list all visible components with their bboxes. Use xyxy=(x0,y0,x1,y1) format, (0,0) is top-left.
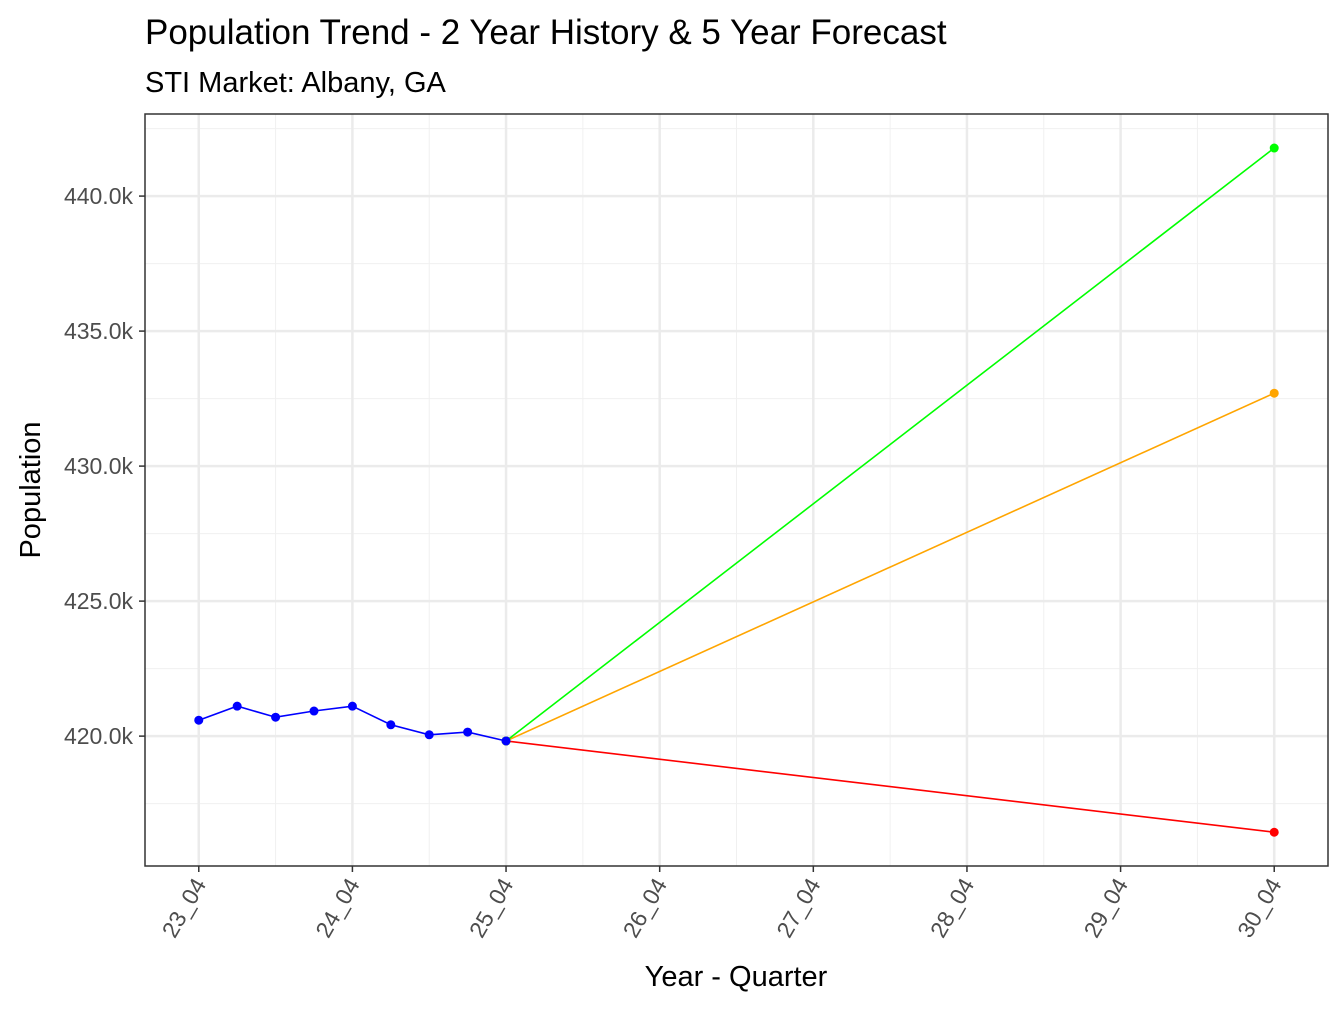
data-point-history xyxy=(347,701,357,711)
chart-subtitle: STI Market: Albany, GA xyxy=(145,67,447,99)
data-point-history xyxy=(463,727,473,737)
data-point-forecast-mid xyxy=(1269,388,1279,398)
chart-title: Population Trend - 2 Year History & 5 Ye… xyxy=(145,13,947,52)
x-tick-label: 25_04 xyxy=(464,873,519,942)
data-point-history xyxy=(194,715,204,725)
plot-marks xyxy=(194,143,1279,837)
data-point-history xyxy=(271,712,281,722)
x-tick-label: 23_04 xyxy=(157,873,212,942)
y-tick-label: 440.0k xyxy=(64,183,134,209)
data-point-history xyxy=(309,706,319,716)
data-point-forecast-low xyxy=(1269,827,1279,837)
data-point-history xyxy=(386,720,396,730)
plot-panel-border xyxy=(144,113,1329,867)
y-tick-label: 435.0k xyxy=(64,318,134,344)
data-point-history xyxy=(501,736,511,746)
series-line-forecast-high xyxy=(505,147,1275,742)
data-point-history xyxy=(424,730,434,740)
x-tick-label: 27_04 xyxy=(771,873,826,942)
data-point-forecast-high xyxy=(1269,143,1279,153)
x-tick-label: 26_04 xyxy=(618,873,673,942)
grid xyxy=(145,114,1328,866)
x-tick-label: 29_04 xyxy=(1078,873,1133,942)
y-tick-label: 425.0k xyxy=(64,588,134,614)
y-tick-label: 430.0k xyxy=(64,453,134,479)
x-tick-label: 28_04 xyxy=(925,873,980,942)
data-point-history xyxy=(232,701,242,711)
series-line-forecast-mid xyxy=(505,392,1275,742)
x-axis-label: Year - Quarter xyxy=(645,961,828,993)
series-line-forecast-low xyxy=(505,740,1275,834)
y-tick-label: 420.0k xyxy=(64,723,134,749)
x-tick-label: 24_04 xyxy=(310,873,365,942)
y-axis-label: Population xyxy=(15,421,47,558)
x-tick-label: 30_04 xyxy=(1232,873,1287,942)
